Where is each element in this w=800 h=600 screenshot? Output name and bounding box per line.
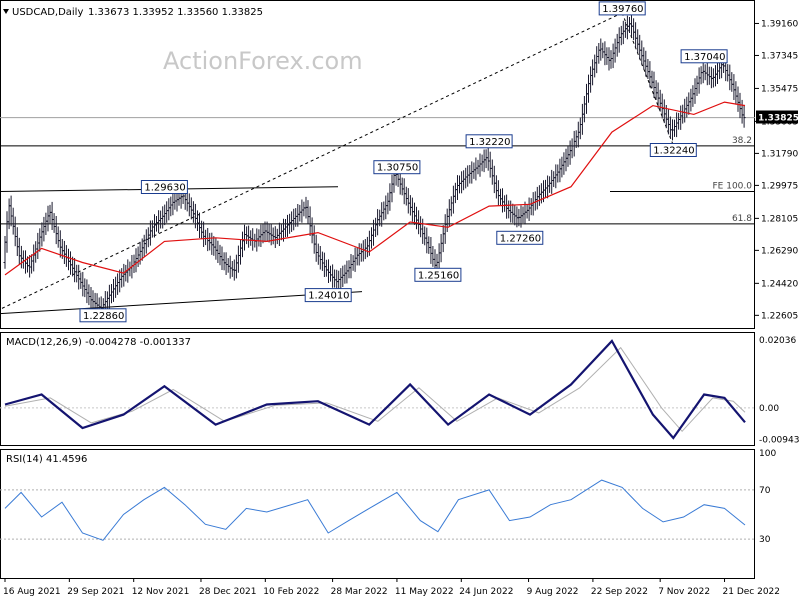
chart-symbol: USDCAD,Daily xyxy=(12,7,83,18)
price-axis-label: 1.24420 xyxy=(761,279,798,289)
date-axis-label: 7 Nov 2022 xyxy=(658,587,710,597)
date-axis-label: 12 Nov 2021 xyxy=(132,587,190,597)
price-annotation-label: 1.32240 xyxy=(653,146,694,157)
price-annotation-box xyxy=(465,134,513,149)
rsi-layer xyxy=(0,479,755,541)
date-axis-label: 11 May 2022 xyxy=(395,587,454,597)
date-axis-label: 22 Sep 2022 xyxy=(591,587,648,597)
macd-title: MACD(12,26,9) -0.004278 -0.001337 xyxy=(6,337,191,348)
price-annotation-box xyxy=(140,180,188,194)
moving-average-line xyxy=(4,101,746,276)
price-axis-label: 1.37345 xyxy=(761,52,798,62)
price-axis-label: 1.28105 xyxy=(761,214,798,224)
price-annotation-label: 1.29630 xyxy=(144,183,185,194)
date-axis-label: 21 Dec 2022 xyxy=(723,587,781,597)
date-axis-label: 9 Aug 2022 xyxy=(527,587,579,597)
price-axis-label: 1.31790 xyxy=(761,149,798,159)
rsi-axis-label: 100 xyxy=(759,449,776,459)
level-label: 38.2 xyxy=(732,136,752,146)
channel-bottom-line xyxy=(0,291,363,315)
price-axis-label: 1.39160 xyxy=(761,20,798,30)
price-annotation-box xyxy=(414,267,462,282)
date-axis-label: 10 Feb 2022 xyxy=(263,587,319,597)
macd-axis-label: 0.00 xyxy=(759,404,779,414)
watermark: ActionForex.com xyxy=(163,47,363,75)
price-axis-label: 1.29975 xyxy=(761,181,798,191)
price-axis-label: 1.22605 xyxy=(761,311,798,321)
dotted-trend-line xyxy=(1,12,623,309)
price-annotation-box xyxy=(373,160,421,175)
price-annotation-label: 1.25160 xyxy=(418,270,459,281)
chart-ohlc: 1.33673 1.33952 1.33560 1.33825 xyxy=(88,7,263,18)
price-annotation-label: 1.39760 xyxy=(602,4,643,15)
current-price-badge xyxy=(756,110,798,124)
rsi-panel xyxy=(0,449,755,579)
date-axis-label: 29 Sep 2021 xyxy=(67,587,124,597)
symbol-triangle-icon xyxy=(3,9,9,14)
rsi-axis-label: 70 xyxy=(759,486,771,496)
rsi-axis-label: 30 xyxy=(759,535,771,545)
level-label: FE 100.0 xyxy=(713,182,753,192)
level-label: 61.8 xyxy=(732,214,752,224)
price-annotation-label: 1.37040 xyxy=(684,52,725,63)
axis-layer: 1.391601.373451.354751.336051.317901.299… xyxy=(3,20,800,598)
price-annotation-label: 1.24010 xyxy=(308,291,349,302)
price-annotation-box xyxy=(79,308,127,323)
price-layer: 1.22860 1.29630 1.24010 1.30750 1.25160 1.322… xyxy=(0,1,755,323)
macd-layer xyxy=(0,339,755,440)
macd-axis-label: 0.02036 xyxy=(759,336,796,346)
date-axis-label: 28 Dec 2021 xyxy=(199,587,257,597)
rsi-title: RSI(14) 41.4596 xyxy=(6,454,87,465)
date-axis-label: 16 Aug 2021 xyxy=(3,587,61,597)
date-axis-label: 24 Jun 2022 xyxy=(459,587,513,597)
price-annotation-box xyxy=(304,288,352,303)
date-axis-label: 28 Mar 2022 xyxy=(331,587,388,597)
price-annotation-box xyxy=(598,1,646,16)
macd-line xyxy=(4,339,746,440)
price-annotation-label: 1.27260 xyxy=(500,233,541,244)
price-annotation-box xyxy=(649,143,697,157)
rsi-line xyxy=(4,479,746,541)
macd-panel xyxy=(0,332,755,446)
macd-axis-label: -0.009438 xyxy=(759,435,800,445)
price-axis-label: 1.26290 xyxy=(761,246,798,256)
price-annotation-label: 1.22860 xyxy=(83,311,124,322)
price-annotation-box xyxy=(496,230,544,245)
price-axis-label: 1.35475 xyxy=(761,84,798,94)
price-annotation-label: 1.32220 xyxy=(469,137,510,148)
current-price-label: 1.33825 xyxy=(758,114,799,124)
price-annotation-label: 1.30750 xyxy=(377,163,418,174)
price-annotation-box xyxy=(680,49,728,64)
macd-signal-line xyxy=(4,346,746,433)
